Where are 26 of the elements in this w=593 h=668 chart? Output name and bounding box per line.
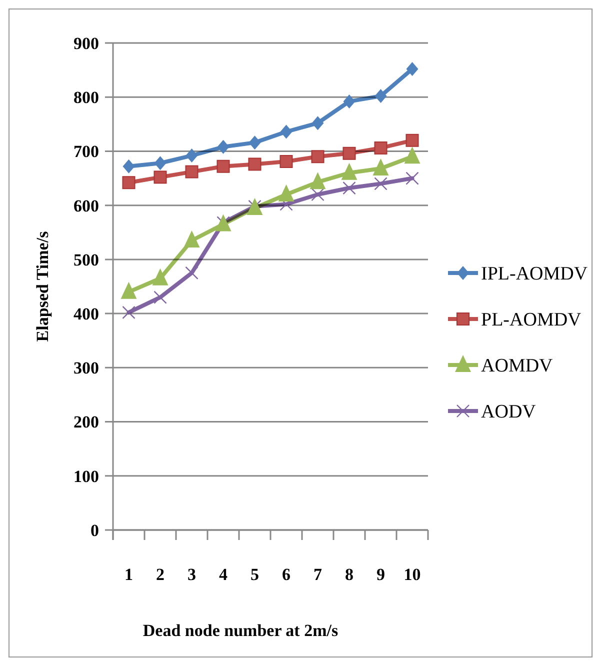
y-tick-label: 400 [74, 304, 99, 324]
y-tick-label: 700 [74, 142, 99, 162]
legend-label: IPL-AOMDV [481, 264, 588, 285]
x-tick-label: 3 [188, 565, 196, 584]
y-tick-label: 100 [74, 466, 99, 486]
y-tick-label: 300 [74, 358, 99, 378]
x-tick-label: 10 [404, 565, 421, 584]
x-tick-label: 7 [314, 565, 322, 584]
x-tick-label: 2 [156, 565, 164, 584]
x-tick-label: 9 [376, 565, 385, 584]
legend-label: AODV [481, 402, 536, 423]
y-tick-label: 200 [74, 412, 99, 432]
legend-label: AOMDV [481, 356, 554, 377]
x-tick-label: 1 [124, 565, 133, 584]
x-axis-title: Dead node number at 2m/s [142, 621, 338, 640]
y-tick-label: 500 [74, 250, 99, 270]
x-tick-label: 4 [219, 565, 228, 584]
y-axis-title: Elapsed Time/s [33, 230, 52, 342]
x-tick-label: 6 [282, 565, 290, 584]
x-tick-label: 5 [250, 565, 259, 584]
y-tick-label: 900 [74, 34, 99, 53]
x-tick-label: 8 [345, 565, 354, 584]
legend-label: PL-AOMDV [481, 310, 582, 331]
y-tick-label: 800 [74, 88, 99, 108]
y-tick-label: 0 [90, 520, 99, 540]
y-tick-label: 600 [74, 196, 99, 216]
